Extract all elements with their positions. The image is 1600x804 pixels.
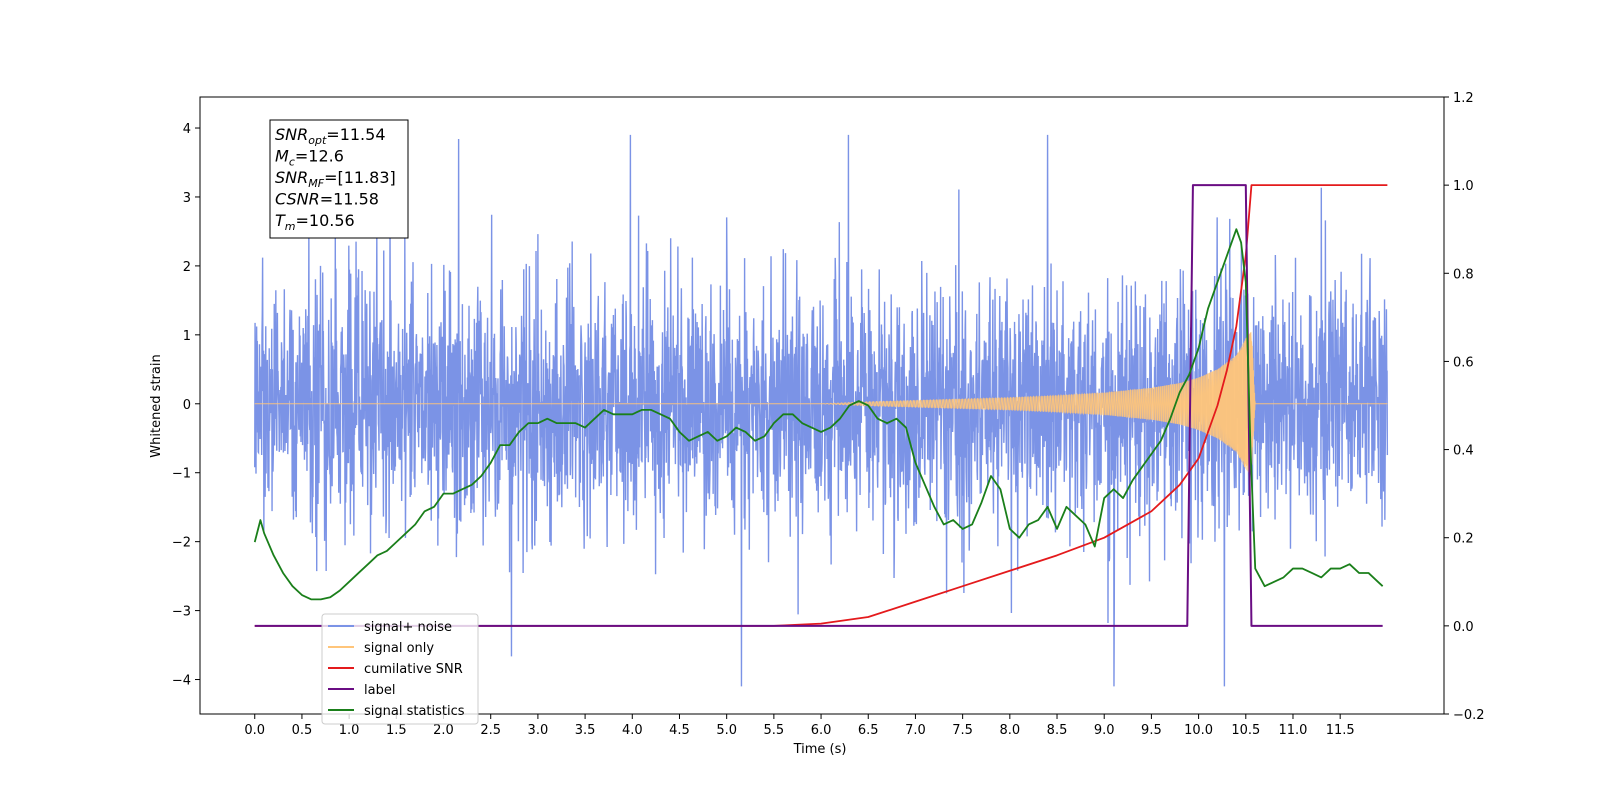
y2-tick-label: 0.0	[1453, 620, 1474, 635]
x-tick-label: 3.0	[528, 723, 549, 738]
annotation-frame	[269, 119, 409, 239]
series-label	[254, 184, 1383, 627]
y2-tick-label: 0.2	[1453, 532, 1474, 547]
x-tick-label: 6.5	[858, 723, 879, 738]
y-axis-label: Whitened strain	[149, 354, 164, 457]
y2-tick-label: 0.8	[1453, 267, 1474, 282]
annotation-line: SNRMF=[11.83]	[275, 168, 396, 190]
legend-frame	[321, 613, 479, 725]
annotation-box: SNRopt=11.54Mc=12.6SNRMF=[11.83]CSNR=11.…	[269, 119, 409, 239]
x-tick-label: 9.0	[1094, 723, 1115, 738]
x-tick-label: 11.5	[1326, 723, 1355, 738]
x-tick-label: 5.0	[716, 723, 737, 738]
series-signal-statistics	[253, 228, 1384, 601]
x-tick-label: 1.0	[339, 723, 360, 738]
y-tick-label: 3	[183, 191, 191, 206]
x-tick-label: 5.5	[764, 723, 785, 738]
x-tick-label: 4.5	[669, 723, 690, 738]
legend-label: cumilative SNR	[364, 662, 463, 677]
x-tick-label: 8.0	[999, 723, 1020, 738]
y-tick-label: 0	[183, 398, 191, 413]
y2-tick-label: 0.4	[1453, 444, 1474, 459]
y-axis-left: 4 3 2 1 0 −1 −2 −3 −4	[172, 122, 200, 689]
x-tick-label: 11.0	[1279, 723, 1308, 738]
y-axis-right: 1.2 1.0 0.8 0.6 0.4 0.2 0.0 −0.2	[1444, 91, 1485, 723]
legend-label: signal statistics	[364, 704, 465, 719]
x-tick-label: 0.0	[244, 723, 265, 738]
y2-tick-label: 1.0	[1453, 179, 1474, 194]
y-tick-label: −1	[172, 467, 191, 482]
x-tick-label: 10.5	[1231, 723, 1260, 738]
series-signal-only-envelope	[821, 331, 1258, 476]
y-tick-label: 4	[183, 122, 191, 137]
x-tick-label: 9.5	[1141, 723, 1162, 738]
x-tick-label: 4.0	[622, 723, 643, 738]
x-axis-label: Time (s)	[793, 742, 847, 757]
annotation-line: Tm=10.56	[275, 211, 355, 233]
x-tick-label: 3.5	[575, 723, 596, 738]
x-tick-label: 6.0	[811, 723, 832, 738]
annotation-line: CSNR=11.58	[275, 190, 379, 209]
y-tick-label: −4	[172, 674, 191, 689]
y2-tick-label: 1.2	[1453, 91, 1474, 106]
y-tick-label: −3	[172, 605, 191, 620]
legend-label: label	[364, 683, 395, 698]
x-tick-label: 7.5	[952, 723, 973, 738]
x-tick-label: 7.0	[905, 723, 926, 738]
plot-frame	[199, 96, 1445, 715]
x-tick-label: 0.5	[292, 723, 313, 738]
y2-tick-label: −0.2	[1453, 708, 1485, 723]
y-tick-label: −2	[172, 536, 191, 551]
series-layer	[253, 134, 1389, 687]
x-tick-label: 1.5	[386, 723, 407, 738]
x-tick-label: 2.5	[480, 723, 501, 738]
y2-tick-label: 0.6	[1453, 355, 1474, 370]
annotation-line: SNRopt=11.54	[275, 125, 386, 147]
legend: signal+ noise signal only cumilative SNR la…	[321, 613, 479, 725]
annotation-line: Mc=12.6	[275, 147, 344, 169]
legend-label: signal only	[364, 641, 434, 656]
x-tick-label: 8.5	[1047, 723, 1068, 738]
x-tick-label: 10.0	[1184, 723, 1213, 738]
legend-label: signal+ noise	[364, 620, 452, 635]
x-axis: 0.0 0.5 1.0 1.5 2.0 2.5 3.0 3.5 4.0 4.5 5.0 5.5 6.0 6…	[244, 714, 1355, 738]
y-tick-label: 2	[183, 260, 191, 275]
series-cumulative-snr	[254, 184, 1388, 627]
y-tick-label: 1	[183, 329, 191, 344]
x-tick-label: 2.0	[433, 723, 454, 738]
